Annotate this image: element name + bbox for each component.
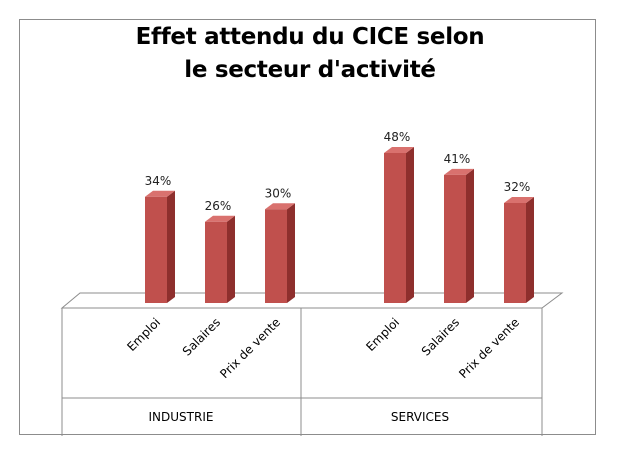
data-label-industrie-emploi: 34% — [145, 174, 172, 188]
data-label-services-prix-de-vente: 32% — [504, 180, 531, 194]
chart-title: Effet attendu du CICE selon le secteur d… — [0, 21, 620, 87]
bar-industrie-prix-de-vente — [265, 203, 295, 303]
bar-industrie-salaires — [205, 215, 235, 303]
chart-frame — [19, 19, 596, 435]
category-label-services-emploi: Emploi — [363, 315, 402, 354]
bars-layer — [145, 147, 534, 303]
data-label-industrie-prix-de-vente: 30% — [265, 186, 292, 200]
chart-title-line-2: le secteur d'activité — [184, 57, 436, 83]
category-label-services-prix-de-vente: Prix de vente — [456, 315, 522, 381]
bar-services-prix-de-vente — [504, 197, 534, 303]
data-label-industrie-salaires: 26% — [205, 199, 232, 213]
group-label-industrie: INDUSTRIE — [149, 410, 214, 424]
bar-services-salaires — [444, 168, 474, 303]
category-label-services-salaires: Salaires — [419, 315, 462, 358]
category-label-industrie-prix-de-vente: Prix de vente — [217, 315, 283, 381]
bar-industrie-emploi — [145, 190, 175, 303]
chart-floor — [60, 292, 564, 436]
data-label-services-emploi: 48% — [384, 130, 411, 144]
bar-services-emploi — [384, 147, 414, 303]
chart-title-line-1: Effet attendu du CICE selon — [135, 24, 485, 50]
category-label-industrie-emploi: Emploi — [124, 315, 163, 354]
category-label-industrie-salaires: Salaires — [180, 315, 223, 358]
group-label-services: SERVICES — [391, 410, 449, 424]
data-label-services-salaires: 41% — [444, 152, 471, 166]
